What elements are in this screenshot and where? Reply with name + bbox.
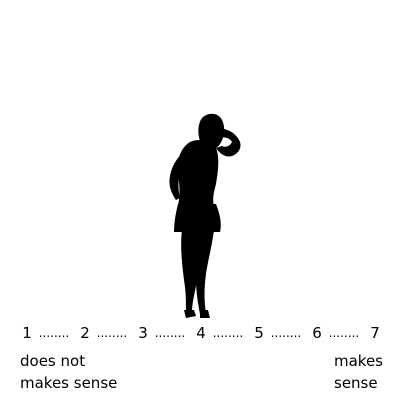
scale-separator: ........ bbox=[328, 326, 360, 340]
scale-separator: ........ bbox=[270, 326, 302, 340]
anchor-high-line2: sense bbox=[334, 374, 378, 392]
scale-separator: ........ bbox=[96, 326, 128, 340]
scale-separator: ........ bbox=[154, 326, 186, 340]
female-silhouette-icon bbox=[169, 113, 241, 318]
scale-point-7[interactable]: 7 bbox=[370, 324, 380, 342]
scale-anchor-low: does not makes sense bbox=[20, 350, 117, 394]
anchor-high-line1: makes bbox=[334, 352, 383, 370]
scale-point-6[interactable]: 6 bbox=[312, 324, 322, 342]
scale-point-1[interactable]: 1 bbox=[22, 324, 32, 342]
scale-point-5[interactable]: 5 bbox=[254, 324, 264, 342]
scale-point-2[interactable]: 2 bbox=[80, 324, 90, 342]
scale-separator: ........ bbox=[212, 326, 244, 340]
anchor-low-line1: does not bbox=[20, 352, 86, 370]
anchor-low-line2: makes sense bbox=[20, 374, 118, 392]
scale-separator: ........ bbox=[38, 326, 70, 340]
scale-anchor-high: makes sense bbox=[334, 350, 383, 394]
scale-point-3[interactable]: 3 bbox=[138, 324, 148, 342]
likert-scale: 1 ........ 2 ........ 3 ........ 4 .....… bbox=[20, 322, 382, 348]
scale-point-4[interactable]: 4 bbox=[196, 324, 206, 342]
